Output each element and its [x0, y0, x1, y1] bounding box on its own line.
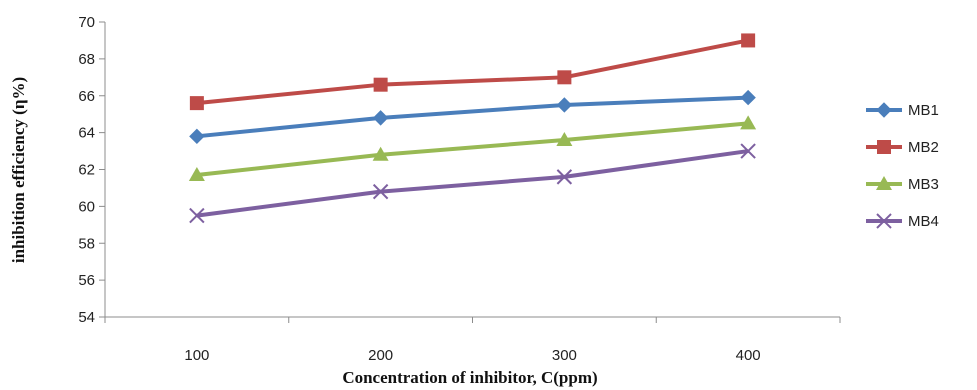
- legend-label: MB4: [908, 213, 939, 230]
- x-tick-label: 300: [552, 347, 577, 364]
- legend-label: MB1: [908, 102, 939, 119]
- legend-marker: [876, 213, 892, 229]
- legend-marker: [877, 140, 891, 154]
- legend-marker: [876, 102, 892, 118]
- y-tick-label: 56: [78, 272, 95, 289]
- data-point-marker: [556, 97, 573, 113]
- legend-item-mb1: MB1: [866, 102, 939, 119]
- data-point-marker: [740, 143, 756, 159]
- data-point-marker: [189, 207, 205, 224]
- series-line: [196, 121, 749, 178]
- y-ticks: 54 56 58 60 62 64 66 68 70: [78, 14, 105, 326]
- data-point-marker: [372, 110, 389, 126]
- data-point-marker: [372, 183, 389, 200]
- series-line: [196, 38, 749, 106]
- data-point-marker: [373, 77, 388, 92]
- legend-label: MB3: [908, 176, 939, 193]
- legend-label: MB2: [908, 139, 939, 156]
- x-ticks: 100 200 300 400: [104, 317, 841, 364]
- legend-item-mb2: MB2: [866, 139, 939, 156]
- x-tick-label: 100: [184, 347, 209, 364]
- x-tick-label: 200: [368, 347, 393, 364]
- data-point-marker: [189, 128, 205, 145]
- y-tick-label: 60: [78, 198, 95, 215]
- legend: MB1 MB2 MB3 MB4: [866, 102, 939, 230]
- y-tick-label: 64: [78, 125, 95, 142]
- series-mb2: [189, 33, 756, 111]
- legend-item-mb4: MB4: [866, 213, 939, 230]
- y-tick-label: 70: [78, 14, 95, 31]
- series-group: [188, 33, 757, 224]
- x-axis-title: Concentration of inhibitor, C(ppm): [342, 368, 597, 387]
- y-tick-label: 68: [78, 51, 95, 68]
- series-mb4: [189, 143, 756, 224]
- data-point-marker: [556, 169, 573, 185]
- data-point-marker: [556, 132, 573, 146]
- data-point-marker: [372, 146, 389, 161]
- y-axis-title: inhibition efficiency (η%): [9, 77, 28, 263]
- y-tick-label: 66: [78, 88, 95, 105]
- y-tick-label: 58: [78, 235, 95, 252]
- y-tick-label: 54: [78, 309, 95, 326]
- axes: [104, 22, 840, 318]
- series-mb3: [188, 115, 757, 182]
- x-tick-label: 400: [736, 347, 761, 364]
- series-line: [196, 95, 749, 139]
- data-point-marker: [188, 167, 205, 182]
- data-point-marker: [189, 96, 204, 111]
- data-point-marker: [740, 89, 756, 106]
- legend-marker: [876, 176, 892, 190]
- series-mb1: [189, 89, 756, 145]
- y-tick-label: 62: [78, 162, 95, 179]
- series-line: [196, 149, 749, 218]
- legend-item-mb3: MB3: [866, 176, 939, 193]
- data-point-marker: [741, 33, 756, 48]
- data-point-marker: [740, 115, 757, 130]
- data-point-marker: [557, 70, 572, 85]
